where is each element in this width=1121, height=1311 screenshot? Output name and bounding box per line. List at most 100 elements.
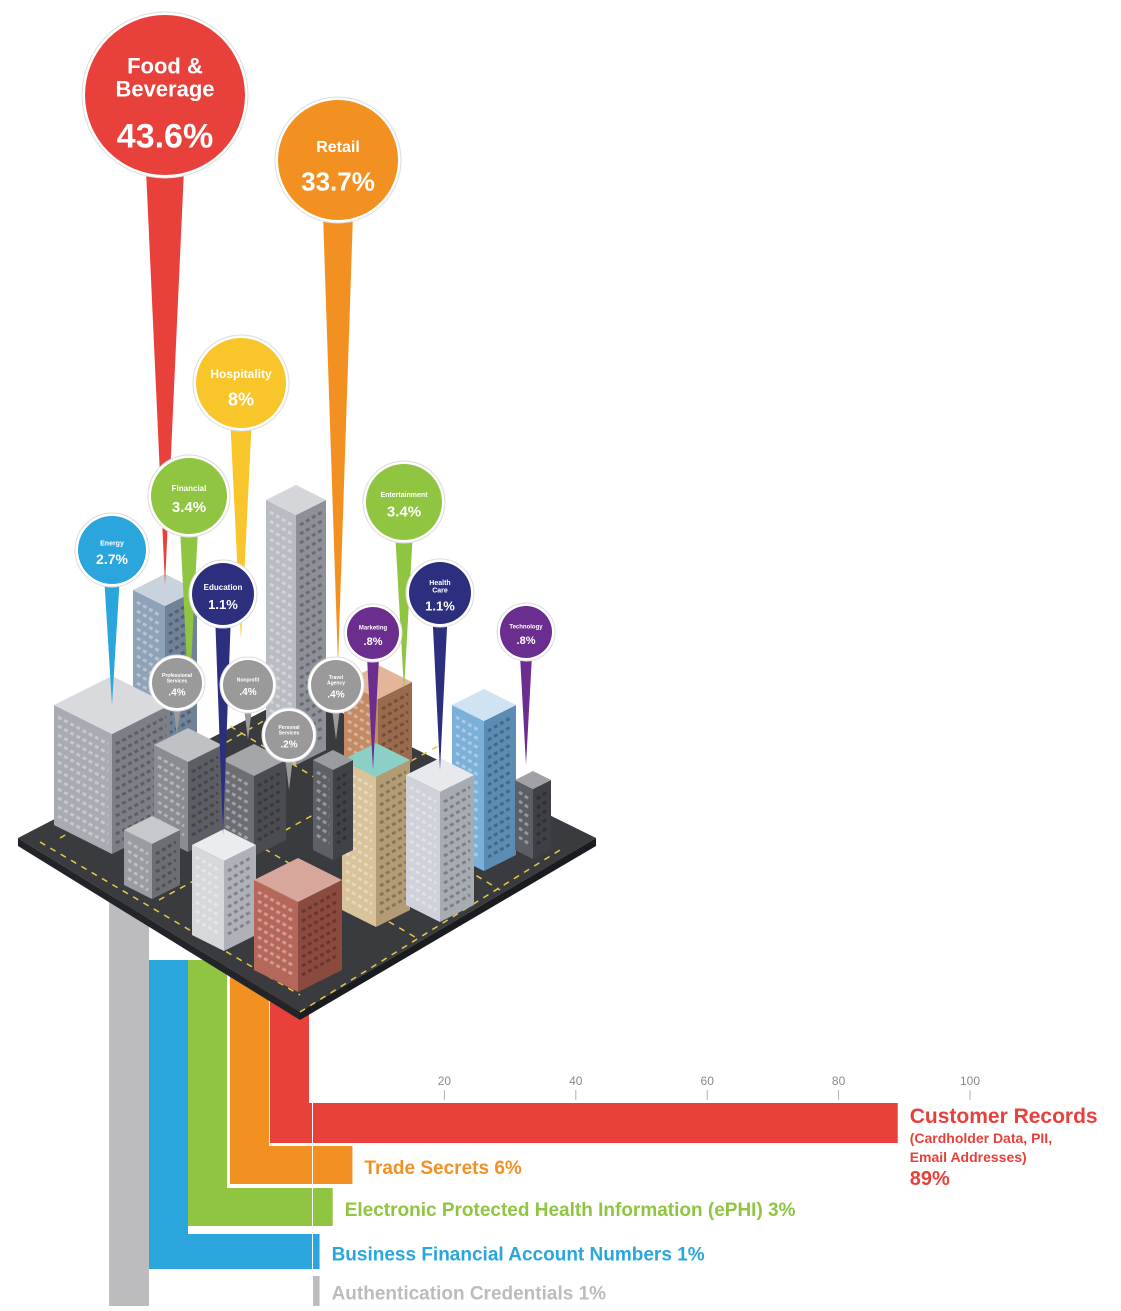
pin-category-label: Marketing	[359, 625, 388, 631]
pin-circle	[152, 658, 202, 708]
pin-category-label: Health	[429, 580, 450, 587]
connector-authentication-credentials	[109, 900, 149, 1306]
pin-circle	[409, 562, 471, 624]
bar-label: Business Financial Account Numbers 1%	[332, 1244, 705, 1265]
pin-category-label: Agency	[327, 680, 345, 686]
pin-stem	[228, 383, 254, 640]
white-block	[192, 829, 256, 951]
bar-value-label: 89%	[910, 1168, 950, 1190]
pin-value-label: .4%	[168, 688, 185, 699]
bar-value-label: 3%	[768, 1200, 796, 1221]
pin-category-label: Financial	[172, 484, 207, 493]
pin-food-and-beverage: Food &Beverage 43.6%	[81, 11, 249, 585]
pin-category-label: Food &	[127, 54, 203, 79]
city-illustration	[18, 485, 596, 1020]
pin-education: Education 1.1%	[188, 559, 258, 835]
road-marking	[299, 849, 561, 1013]
x-tick-label: 80	[832, 1074, 846, 1088]
pin-stem	[393, 502, 415, 690]
city-base-side	[18, 838, 300, 1020]
pin-marketing: Marketing .8%	[343, 603, 403, 770]
bar-subtitle: Email Addresses)	[910, 1149, 1027, 1165]
bar-category-label: Authentication Credentials	[332, 1284, 579, 1305]
road-marking	[59, 699, 301, 839]
bar-subtitle: (Cardholder Data, PII,	[910, 1130, 1052, 1146]
pin-category-label: Retail	[316, 139, 360, 156]
pin-category-label: Travel	[329, 675, 344, 681]
pin-circle	[278, 100, 398, 220]
pin-value-label: .2%	[280, 740, 297, 751]
bar-label: Trade Secrets 6%	[364, 1158, 521, 1179]
small-block	[124, 816, 180, 899]
pin-value-label: .8%	[517, 635, 536, 647]
bar-category-label: Trade Secrets	[364, 1158, 494, 1179]
pin-value-label: .4%	[327, 690, 344, 701]
pin-circle	[85, 15, 245, 175]
connector-business-financial-account-numbers	[149, 960, 313, 1269]
pin-financial: Financial 3.4%	[147, 454, 231, 705]
pin-category-label: Energy	[100, 540, 124, 547]
pin-value-label: 1.1%	[425, 598, 455, 613]
pin-hospitality: Hospitality 8%	[192, 334, 290, 640]
bar-business-financial-account-numbers	[313, 1234, 320, 1269]
bar-value-label: 1%	[677, 1244, 705, 1265]
pin-stem	[431, 593, 449, 770]
white-tower	[406, 758, 474, 922]
bar-trade-secrets	[313, 1146, 353, 1184]
pin-stem	[102, 550, 122, 705]
bar-category-label: Business Financial Account Numbers	[332, 1244, 678, 1265]
bar-customer-records	[313, 1103, 898, 1143]
pin-stem	[178, 496, 200, 705]
pin-stem	[142, 95, 188, 585]
pin-value-label: 43.6%	[117, 118, 213, 156]
red-brick-block	[254, 858, 342, 992]
bar-label: Electronic Protected Health Information …	[345, 1200, 796, 1221]
pin-circle	[347, 607, 399, 659]
pin-stem	[321, 160, 355, 665]
pin-category-label: Personal	[278, 725, 300, 731]
pin-value-label: 33.7%	[301, 166, 375, 196]
pin-category-label: Nonprofit	[237, 678, 260, 684]
pin-circle	[192, 563, 254, 625]
pin-stem	[214, 594, 232, 835]
pin-circle	[366, 464, 442, 540]
city-base-side	[300, 838, 596, 1020]
bar-connectors	[109, 900, 313, 1306]
connector-electronic-protected-health-information-ephi	[188, 960, 313, 1226]
pin-category-label: Beverage	[115, 77, 214, 102]
bar-value-label: 6%	[494, 1158, 522, 1179]
pin-circle	[78, 516, 146, 584]
pin-circle	[196, 338, 286, 428]
dark-tower	[313, 750, 353, 860]
bar-category-label: Electronic Protected Health Information …	[345, 1200, 768, 1221]
bar-label: Authentication Credentials 1%	[332, 1284, 607, 1305]
bar-electronic-protected-health-information-ephi	[313, 1188, 333, 1226]
pin-technology: Technology .8%	[496, 602, 556, 765]
pin-value-label: .8%	[364, 636, 383, 648]
pin-category-label: Care	[432, 587, 448, 594]
pin-category-label: Entertainment	[380, 492, 428, 499]
pin-retail: Retail 33.7%	[274, 96, 402, 665]
pin-circle	[151, 458, 227, 534]
x-tick-label: 60	[701, 1074, 715, 1088]
pin-energy: Energy 2.7%	[74, 512, 150, 705]
data-type-bar-chart: 20 40 60 80 100 Customer Records (Cardholder D…	[312, 1074, 1098, 1306]
pin-circle	[223, 660, 273, 710]
pin-value-label: 8%	[228, 389, 254, 409]
pin-circle	[265, 711, 313, 759]
x-tick-label: 100	[960, 1074, 980, 1088]
connector-trade-secrets	[230, 960, 313, 1184]
pin-value-label: 1.1%	[208, 597, 238, 612]
pin-value-label: 2.7%	[96, 551, 128, 567]
pin-category-label: Hospitality	[210, 367, 272, 381]
x-tick-label: 20	[438, 1074, 452, 1088]
dark-block	[515, 771, 551, 859]
bar-value-label: 1%	[579, 1284, 607, 1305]
bar-authentication-credentials	[313, 1276, 320, 1306]
